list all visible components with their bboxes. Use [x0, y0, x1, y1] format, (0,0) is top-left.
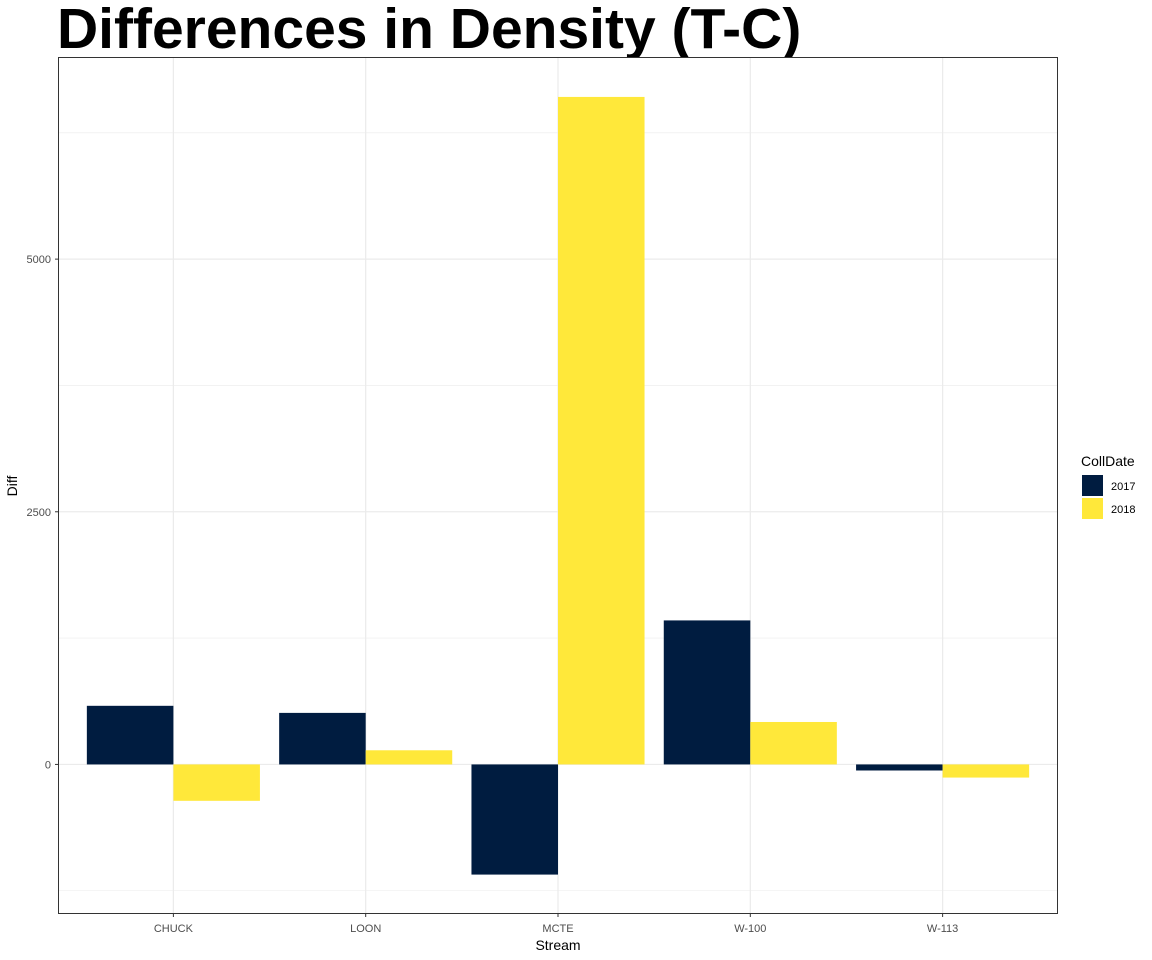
y-tick-label: 0	[45, 759, 51, 771]
x-tick-label: W-100	[734, 923, 766, 935]
bar-w-100-2018	[750, 721, 837, 765]
bar-mcte-2017	[471, 764, 558, 875]
bar-w-113-2018	[942, 764, 1030, 778]
bar-chuck-2018	[173, 764, 260, 801]
x-tick-label: W-113	[927, 923, 958, 935]
legend-items: 2017 2018	[1082, 475, 1135, 519]
bars	[86, 96, 1030, 875]
legend-key-2017	[1082, 475, 1103, 496]
bar-mcte-2018	[558, 96, 645, 765]
bar-loon-2017	[279, 712, 366, 765]
x-tick-label: CHUCK	[154, 923, 194, 935]
bar-loon-2018	[365, 750, 453, 765]
y-tick-label: 5000	[27, 254, 51, 266]
legend-label-2017: 2017	[1111, 481, 1135, 493]
x-tick-label: MCTE	[542, 923, 573, 935]
bar-chuck-2017	[86, 705, 174, 765]
x-axis-title: Stream	[535, 937, 580, 953]
x-tick-label: LOON	[350, 923, 381, 935]
legend-title: CollDate	[1081, 453, 1135, 469]
legend: CollDate 2017 2018	[1081, 453, 1135, 519]
y-tick-label: 2500	[27, 507, 51, 519]
y-axis-title: Diff	[4, 476, 20, 497]
bar-w-100-2017	[663, 620, 751, 765]
legend-label-2018: 2018	[1111, 504, 1135, 516]
plot-panel-border	[58, 57, 1058, 914]
chart-title: Differences in Density (T-C)	[57, 0, 801, 61]
legend-key-2018	[1082, 498, 1103, 519]
bar-w-113-2017	[856, 764, 943, 771]
axes: 0 2500 5000 CHUCK LOON MCTE W-100 W-113	[27, 254, 959, 935]
